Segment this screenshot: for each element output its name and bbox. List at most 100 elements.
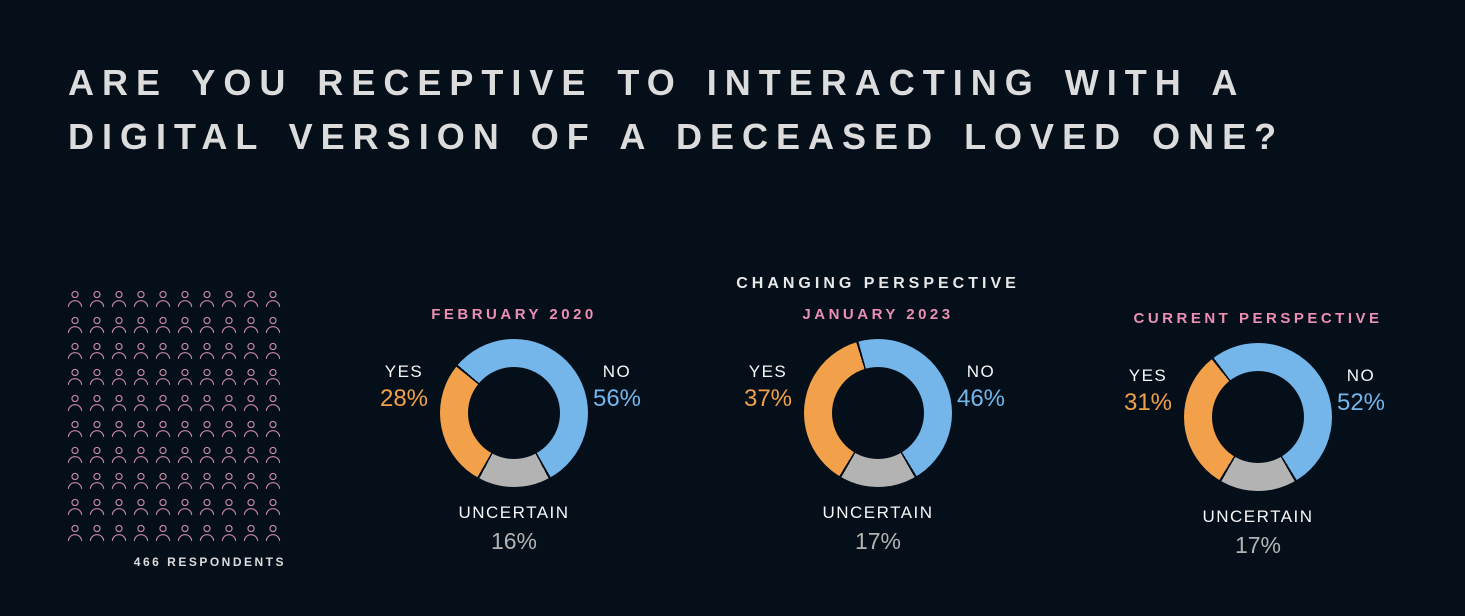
uncertain-label: UNCERTAIN 17% — [718, 503, 1038, 555]
person-icon — [111, 394, 127, 411]
donut-hole — [832, 367, 924, 459]
person-icon — [243, 498, 259, 515]
person-icon — [243, 446, 259, 463]
yes-category-label: YES — [748, 362, 788, 381]
no-percentage: 52% — [1336, 389, 1386, 416]
person-icon — [199, 498, 215, 515]
person-icon — [133, 472, 149, 489]
person-icon — [155, 446, 171, 463]
person-icon — [177, 446, 193, 463]
donut-ring — [804, 339, 952, 487]
donut-hole — [1212, 371, 1304, 463]
yes-label: YES 28% — [372, 362, 436, 413]
person-icon — [133, 368, 149, 385]
chart-title: CURRENT PERSPECTIVE — [1133, 310, 1383, 327]
person-icon — [67, 524, 83, 541]
person-icon — [243, 524, 259, 541]
person-icon — [155, 342, 171, 359]
person-icon — [243, 290, 259, 307]
person-icon — [199, 368, 215, 385]
person-icon — [89, 420, 105, 437]
person-icon — [111, 472, 127, 489]
person-icon — [155, 394, 171, 411]
chart-title: FEBRUARY 2020 — [431, 306, 597, 323]
person-icon — [199, 420, 215, 437]
uncertain-category-label: UNCERTAIN — [458, 503, 570, 522]
donut-chart-january-2023: CHANGING PERSPECTIVE JANUARY 2023 YES 37… — [718, 270, 1038, 580]
no-category-label: NO — [966, 362, 996, 381]
uncertain-label: UNCERTAIN 16% — [354, 503, 674, 555]
no-percentage: 46% — [956, 385, 1006, 412]
person-icon — [221, 316, 237, 333]
person-icon — [133, 498, 149, 515]
person-icon — [133, 394, 149, 411]
person-icon — [67, 290, 83, 307]
person-icon — [221, 420, 237, 437]
person-icon — [199, 524, 215, 541]
person-icon — [177, 394, 193, 411]
person-icon — [89, 316, 105, 333]
person-icon — [221, 446, 237, 463]
donut-ring — [1184, 343, 1332, 491]
person-icon — [89, 290, 105, 307]
person-icon — [133, 342, 149, 359]
donut-chart-current-perspective: CURRENT PERSPECTIVE YES 31% NO 52% UNCER… — [1098, 274, 1418, 584]
person-icon — [155, 472, 171, 489]
person-icon — [199, 342, 215, 359]
person-icon — [221, 498, 237, 515]
person-icon — [133, 290, 149, 307]
person-icon — [265, 290, 281, 307]
person-icon — [155, 420, 171, 437]
person-icon — [111, 290, 127, 307]
person-icon — [67, 498, 83, 515]
yes-percentage: 28% — [379, 385, 429, 412]
person-icon — [221, 368, 237, 385]
person-icon — [67, 420, 83, 437]
person-icon — [111, 498, 127, 515]
person-icon — [265, 342, 281, 359]
person-icon — [199, 472, 215, 489]
no-label: NO 52% — [1329, 366, 1393, 417]
page-title-line-1: ARE YOU RECEPTIVE TO INTERACTING WITH A — [68, 62, 1246, 103]
person-icon — [89, 368, 105, 385]
person-icon — [243, 316, 259, 333]
person-icon — [265, 524, 281, 541]
person-icon — [221, 394, 237, 411]
chart-title: JANUARY 2023 — [802, 306, 954, 323]
person-icon — [111, 420, 127, 437]
person-icon — [89, 446, 105, 463]
person-icon — [199, 446, 215, 463]
person-icon — [177, 472, 193, 489]
person-icon — [199, 290, 215, 307]
person-icon — [155, 368, 171, 385]
no-category-label: NO — [1346, 366, 1376, 385]
uncertain-label: UNCERTAIN 17% — [1098, 507, 1418, 559]
person-icon — [177, 342, 193, 359]
person-icon — [67, 316, 83, 333]
page-title: ARE YOU RECEPTIVE TO INTERACTING WITH A … — [68, 56, 1284, 164]
person-icon — [177, 290, 193, 307]
no-category-label: NO — [602, 362, 632, 381]
yes-category-label: YES — [1128, 366, 1168, 385]
person-icon — [243, 394, 259, 411]
person-icon — [265, 368, 281, 385]
person-icon — [155, 316, 171, 333]
donut-hole — [468, 367, 560, 459]
person-icon — [89, 472, 105, 489]
person-icon — [243, 420, 259, 437]
person-icon — [177, 524, 193, 541]
yes-percentage: 31% — [1123, 389, 1173, 416]
uncertain-percentage: 17% — [1234, 532, 1282, 558]
person-icon — [265, 498, 281, 515]
person-icon — [67, 342, 83, 359]
person-icon — [243, 342, 259, 359]
uncertain-category-label: UNCERTAIN — [822, 503, 934, 522]
uncertain-percentage: 16% — [490, 528, 538, 554]
person-icon — [67, 472, 83, 489]
respondents-pictogram: 466 RESPONDENTS — [64, 286, 286, 569]
person-icon — [243, 368, 259, 385]
person-icon — [89, 498, 105, 515]
uncertain-category-label: UNCERTAIN — [1202, 507, 1314, 526]
person-icon — [133, 316, 149, 333]
